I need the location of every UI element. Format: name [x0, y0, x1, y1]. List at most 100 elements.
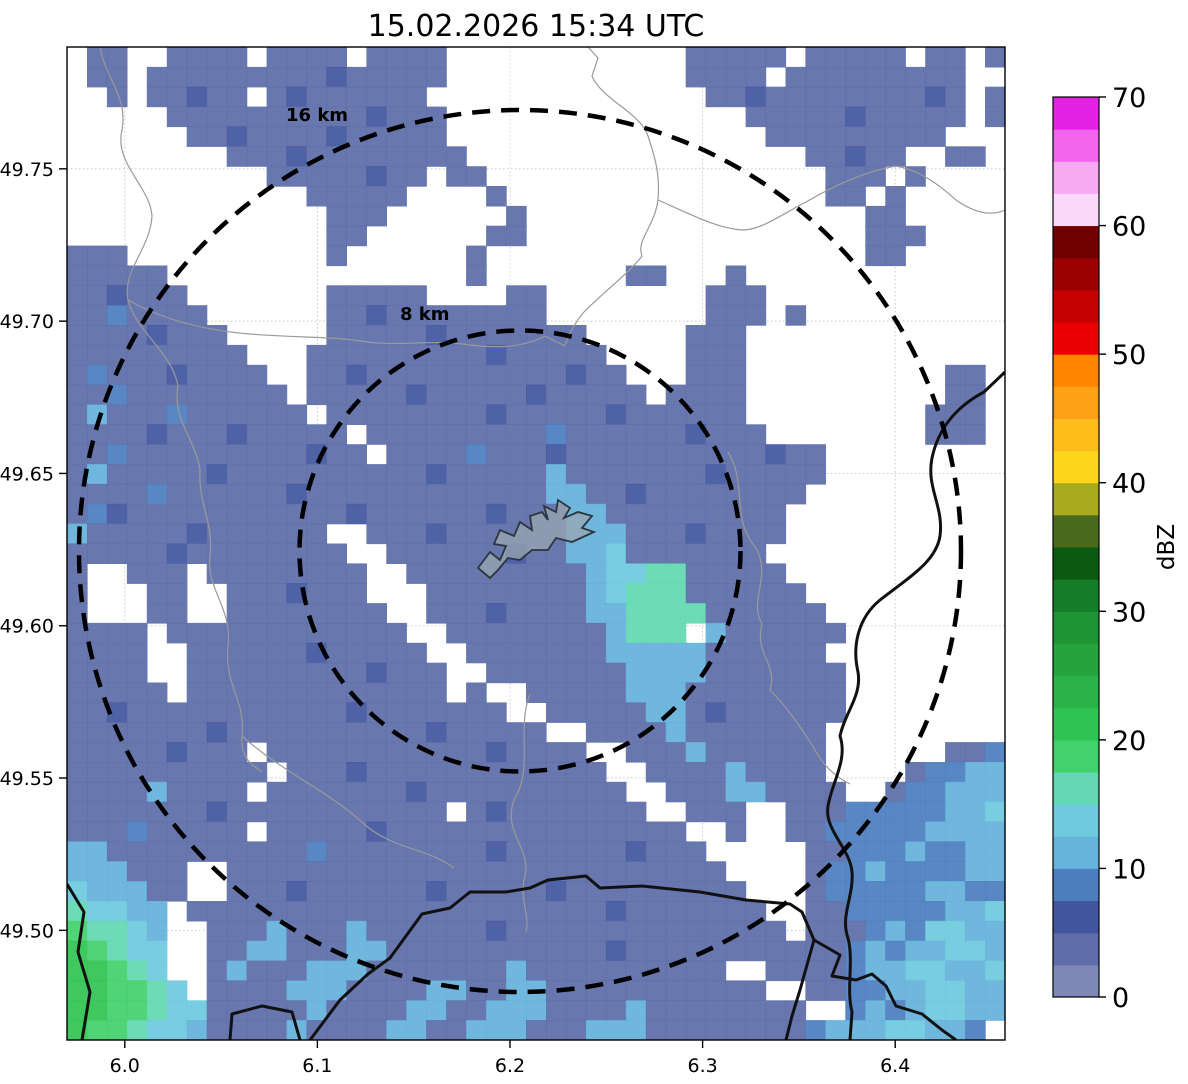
radar-cell [246, 483, 268, 505]
radar-cell [286, 622, 308, 644]
radar-cell [685, 543, 707, 564]
radar-cell [965, 424, 986, 445]
radar-cell [565, 583, 587, 604]
radar-cell [446, 722, 467, 743]
radar-cell [426, 841, 447, 862]
radar-cell [406, 742, 427, 763]
radar-cell [67, 483, 88, 505]
radar-cell [226, 523, 248, 545]
radar-cell [446, 960, 467, 982]
radar-cell [546, 603, 567, 624]
radar-cell [326, 205, 347, 227]
radar-cell [565, 821, 587, 842]
radar-cell [745, 1000, 767, 1021]
radar-cell [146, 563, 168, 584]
radar-cell [526, 344, 547, 366]
radar-cell [146, 980, 168, 1001]
radar-cell [306, 364, 328, 386]
radar-cell [106, 801, 128, 823]
radar-cell [446, 920, 467, 942]
plot-title: 15.02.2026 15:34 UTC [368, 9, 705, 44]
radar-cell [166, 106, 188, 128]
radar-cell [965, 821, 986, 842]
radar-cell [246, 682, 268, 703]
radar-cell [126, 404, 148, 425]
radar-cell [925, 821, 946, 842]
radar-cell [825, 980, 846, 1001]
radar-cell [346, 622, 367, 644]
radar-cell [306, 543, 328, 564]
radar-cell [286, 47, 308, 68]
radar-cell [406, 960, 427, 982]
radar-cell [366, 126, 387, 147]
radar-cell [705, 861, 727, 882]
radar-cell [486, 225, 507, 247]
x-tick-label: 6.1 [302, 1055, 332, 1077]
radar-cell [246, 563, 268, 584]
radar-cell [665, 424, 687, 445]
x-tick-label: 6.0 [110, 1055, 140, 1077]
radar-cell [825, 166, 846, 187]
radar-cell [486, 186, 507, 207]
radar-cell [226, 662, 248, 684]
radar-cell [266, 960, 288, 982]
radar-cell [446, 563, 467, 584]
radar-cell [326, 503, 347, 525]
radar-cell [226, 563, 248, 584]
radar-cell [67, 682, 88, 703]
radar-cell [366, 344, 387, 366]
radar-cell [705, 960, 727, 982]
radar-cell [625, 821, 647, 842]
radar-cell [386, 503, 407, 525]
radar-cell [865, 205, 886, 227]
radar-cell [645, 424, 667, 445]
radar-cell [605, 364, 627, 386]
radar-cell [426, 464, 447, 485]
radar-cell [206, 622, 228, 644]
radar-cell [565, 622, 587, 644]
radar-cell [226, 861, 248, 882]
radar-cell [426, 483, 447, 505]
radar-cell [186, 742, 208, 763]
radar-cell [206, 1000, 228, 1021]
radar-cell [486, 940, 507, 962]
radar-cell [346, 940, 367, 962]
radar-cell [286, 742, 308, 763]
radar-cell [825, 1020, 846, 1040]
radar-cell [925, 1000, 946, 1021]
radar-cell [526, 583, 547, 604]
radar-cell [565, 1020, 587, 1040]
radar-cell [67, 742, 88, 763]
radar-cell [725, 47, 747, 68]
radar-cell [506, 722, 527, 743]
radar-cell [526, 901, 547, 922]
radar-cell [945, 742, 966, 763]
radar-cell [865, 66, 886, 88]
radar-cell [106, 444, 128, 465]
radar-cell [226, 682, 248, 703]
radar-cell [745, 603, 767, 624]
radar-cell [426, 682, 447, 703]
admin-boundary-line [99, 47, 263, 773]
radar-cell [67, 881, 88, 902]
radar-cell [985, 106, 1005, 128]
radar-cell [186, 364, 208, 386]
radar-cell [266, 742, 288, 763]
radar-cell [705, 881, 727, 902]
colorbar-frame [1052, 96, 1100, 998]
radar-cell [526, 682, 547, 703]
radar-cell [526, 444, 547, 465]
radar-cell [865, 47, 886, 68]
radar-cell [326, 622, 347, 644]
colorbar-segment [1053, 772, 1099, 805]
radar-cell [506, 424, 527, 445]
radar-cell [67, 424, 88, 445]
radar-cell [585, 940, 607, 962]
radar-cell [546, 622, 567, 644]
radar-cell [645, 742, 667, 763]
radar-cell [605, 960, 627, 982]
radar-cell [206, 364, 228, 386]
radar-cell [146, 722, 168, 743]
radar-cell [885, 47, 906, 68]
